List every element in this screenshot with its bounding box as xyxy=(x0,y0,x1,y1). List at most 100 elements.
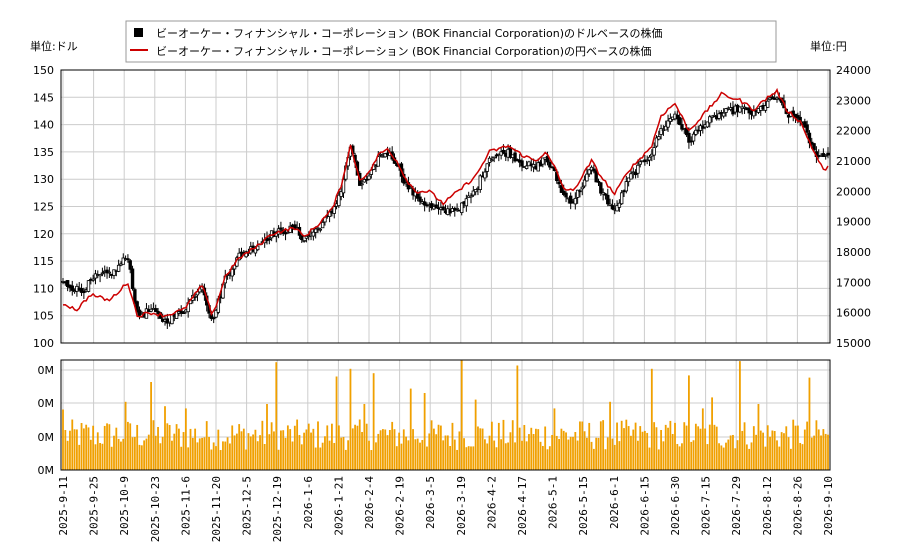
candle-body xyxy=(418,196,422,202)
volume-bar xyxy=(388,430,391,470)
volume-bar xyxy=(64,430,67,470)
volume-bar xyxy=(708,424,711,470)
candle-body xyxy=(826,152,830,156)
volume-bar xyxy=(108,424,111,470)
candle-body xyxy=(65,280,70,288)
candle-body xyxy=(376,156,380,167)
date-tick-label: 2025-10-9 xyxy=(118,476,131,536)
candle-body xyxy=(455,207,459,210)
volume-bar xyxy=(78,444,81,470)
candle-body xyxy=(587,169,591,175)
volume-bar xyxy=(423,393,426,470)
volume-bar xyxy=(787,437,790,470)
volume-bar xyxy=(442,440,445,470)
volume-bar xyxy=(732,434,734,470)
volume-bar xyxy=(806,421,809,470)
volume-bar xyxy=(157,426,159,470)
volume-bar xyxy=(205,421,208,470)
volume-bar xyxy=(365,423,368,470)
volume-bar xyxy=(344,449,347,470)
volume-bar xyxy=(356,425,359,470)
volume-bar xyxy=(664,424,667,470)
candle-body xyxy=(302,239,306,242)
volume-bar xyxy=(421,439,424,470)
volume-bar xyxy=(541,446,544,470)
axis-labels-layer: 100 105 110 115 120 125 130 135 140 145 150 15000 16… xyxy=(33,64,871,542)
candle-body xyxy=(717,113,721,119)
candle-body xyxy=(585,173,589,182)
candle-body xyxy=(812,143,816,151)
volume-bar xyxy=(762,432,764,470)
candle-body xyxy=(615,205,619,212)
candle-body xyxy=(91,278,95,281)
volume-bar xyxy=(94,444,97,470)
volume-bar xyxy=(189,428,192,470)
volume-bar xyxy=(191,437,194,470)
candle-body xyxy=(133,289,137,304)
volume-bar xyxy=(145,438,148,470)
volume-bar xyxy=(655,427,658,470)
volume-bar xyxy=(637,440,639,470)
volume-bar xyxy=(484,439,486,470)
date-tick-label: 2026-6-30 xyxy=(669,476,682,536)
left-tick-label: 105 xyxy=(33,310,54,323)
volume-tick-label: 0M xyxy=(38,397,55,410)
volume-bar xyxy=(481,428,484,470)
volume-bar xyxy=(609,401,611,470)
volume-bar xyxy=(813,435,815,470)
candle-body xyxy=(483,171,487,179)
candle-body xyxy=(137,309,142,316)
volume-bar xyxy=(472,446,475,470)
volume-bar xyxy=(85,424,88,470)
volume-bar xyxy=(182,432,185,470)
volume-bar xyxy=(678,446,681,470)
volume-bar xyxy=(154,435,157,470)
volume-bar xyxy=(720,445,723,470)
volume-bar xyxy=(741,430,744,470)
volume-bar xyxy=(757,404,760,470)
candle-body xyxy=(469,195,473,198)
right-tick-label: 22000 xyxy=(836,125,871,138)
volume-bar xyxy=(249,436,252,470)
candle-body xyxy=(766,100,770,108)
volume-bar xyxy=(722,447,725,470)
volume-bar xyxy=(235,433,238,470)
volume-bar xyxy=(739,361,741,470)
volume-bar xyxy=(412,429,414,470)
candle-body xyxy=(154,308,158,313)
volume-bar xyxy=(745,444,748,470)
volume-bar xyxy=(694,423,697,470)
volume-bar xyxy=(115,427,118,470)
volume-bar xyxy=(138,444,141,470)
candle-body xyxy=(724,108,728,113)
candle-body xyxy=(531,164,536,168)
date-tick-label: 2026-6-1 xyxy=(608,476,621,529)
candle-body xyxy=(105,269,109,274)
volume-bar xyxy=(530,427,533,470)
candle-body xyxy=(434,204,438,209)
volume-bar xyxy=(671,434,674,470)
volume-bar xyxy=(428,433,431,470)
volume-bar xyxy=(711,397,713,470)
volume-bar xyxy=(803,429,806,470)
candle-body xyxy=(668,118,673,122)
volume-bar xyxy=(794,425,797,470)
volume-bar xyxy=(280,430,282,470)
volume-bar xyxy=(553,408,556,470)
legend: ビーオーケー・フィナンシャル・コーポレーション (BOK Financial C… xyxy=(125,20,777,63)
date-tick-label: 2025-12-5 xyxy=(241,476,254,536)
candle-body xyxy=(624,181,629,192)
volume-bar xyxy=(497,422,500,470)
volume-bar xyxy=(701,408,704,470)
candle-body xyxy=(316,227,320,230)
volume-bar xyxy=(386,435,389,470)
candle-body xyxy=(79,288,84,293)
volume-bar xyxy=(810,437,813,470)
left-tick-label: 115 xyxy=(33,255,54,268)
volume-bar xyxy=(764,446,767,470)
volume-bar xyxy=(581,421,584,470)
volume-bar xyxy=(416,438,419,470)
volume-bar xyxy=(377,433,380,470)
price-plot-frame xyxy=(60,69,831,344)
volume-bar xyxy=(122,438,125,470)
